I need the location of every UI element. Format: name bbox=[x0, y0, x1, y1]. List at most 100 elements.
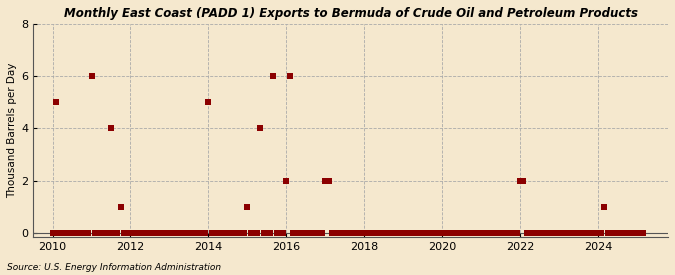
Point bbox=[180, 230, 191, 235]
Point bbox=[128, 230, 139, 235]
Point bbox=[622, 230, 632, 235]
Point bbox=[216, 230, 227, 235]
Point bbox=[421, 230, 431, 235]
Point bbox=[550, 230, 561, 235]
Point bbox=[125, 230, 136, 235]
Point bbox=[203, 100, 214, 104]
Point bbox=[605, 230, 616, 235]
Point bbox=[187, 230, 198, 235]
Point bbox=[96, 230, 107, 235]
Point bbox=[92, 230, 103, 235]
Point bbox=[498, 230, 509, 235]
Point bbox=[537, 230, 548, 235]
Point bbox=[492, 230, 503, 235]
Point bbox=[534, 230, 545, 235]
Point bbox=[164, 230, 175, 235]
Point bbox=[190, 230, 200, 235]
Point bbox=[173, 230, 184, 235]
Point bbox=[196, 230, 207, 235]
Point bbox=[340, 230, 350, 235]
Point bbox=[564, 230, 574, 235]
Point bbox=[67, 230, 78, 235]
Point bbox=[580, 230, 591, 235]
Point bbox=[151, 230, 162, 235]
Point bbox=[265, 230, 275, 235]
Point bbox=[213, 230, 223, 235]
Point bbox=[381, 230, 392, 235]
Point bbox=[349, 230, 360, 235]
Point bbox=[307, 230, 318, 235]
Point bbox=[489, 230, 500, 235]
Point bbox=[148, 230, 159, 235]
Point bbox=[528, 230, 539, 235]
Point bbox=[479, 230, 490, 235]
Point bbox=[51, 100, 61, 104]
Point bbox=[460, 230, 470, 235]
Point bbox=[161, 230, 171, 235]
Point bbox=[255, 126, 266, 131]
Point bbox=[573, 230, 584, 235]
Point bbox=[297, 230, 308, 235]
Point bbox=[518, 178, 529, 183]
Point bbox=[401, 230, 412, 235]
Point bbox=[73, 230, 84, 235]
Point bbox=[392, 230, 402, 235]
Point bbox=[602, 230, 613, 235]
Point bbox=[453, 230, 464, 235]
Point bbox=[54, 230, 65, 235]
Point bbox=[294, 230, 304, 235]
Point bbox=[304, 230, 315, 235]
Point bbox=[288, 230, 298, 235]
Point bbox=[502, 230, 512, 235]
Point bbox=[236, 230, 246, 235]
Point bbox=[86, 74, 97, 78]
Point bbox=[618, 230, 629, 235]
Point bbox=[593, 230, 603, 235]
Point bbox=[47, 230, 58, 235]
Point bbox=[446, 230, 457, 235]
Point bbox=[596, 230, 607, 235]
Point bbox=[352, 230, 363, 235]
Point bbox=[531, 230, 541, 235]
Point bbox=[155, 230, 165, 235]
Point bbox=[443, 230, 454, 235]
Point bbox=[554, 230, 564, 235]
Point bbox=[119, 230, 130, 235]
Point bbox=[427, 230, 438, 235]
Point bbox=[193, 230, 204, 235]
Point bbox=[207, 230, 217, 235]
Point bbox=[414, 230, 425, 235]
Point bbox=[122, 230, 132, 235]
Point bbox=[242, 205, 252, 209]
Point bbox=[482, 230, 493, 235]
Point bbox=[632, 230, 643, 235]
Point bbox=[440, 230, 451, 235]
Point bbox=[365, 230, 376, 235]
Point bbox=[200, 230, 211, 235]
Point bbox=[258, 230, 269, 235]
Point bbox=[103, 230, 113, 235]
Point bbox=[167, 230, 178, 235]
Point bbox=[411, 230, 422, 235]
Point bbox=[369, 230, 379, 235]
Point bbox=[310, 230, 321, 235]
Point bbox=[359, 230, 370, 235]
Point bbox=[284, 74, 295, 78]
Point bbox=[589, 230, 600, 235]
Point bbox=[144, 230, 155, 235]
Point bbox=[232, 230, 243, 235]
Point bbox=[576, 230, 587, 235]
Point bbox=[586, 230, 597, 235]
Point bbox=[277, 230, 288, 235]
Point bbox=[505, 230, 516, 235]
Point bbox=[141, 230, 152, 235]
Point bbox=[394, 230, 405, 235]
Point bbox=[105, 126, 116, 131]
Point bbox=[323, 178, 334, 183]
Point bbox=[268, 74, 279, 78]
Point bbox=[615, 230, 626, 235]
Point bbox=[317, 230, 327, 235]
Point bbox=[570, 230, 580, 235]
Point bbox=[433, 230, 444, 235]
Point bbox=[132, 230, 142, 235]
